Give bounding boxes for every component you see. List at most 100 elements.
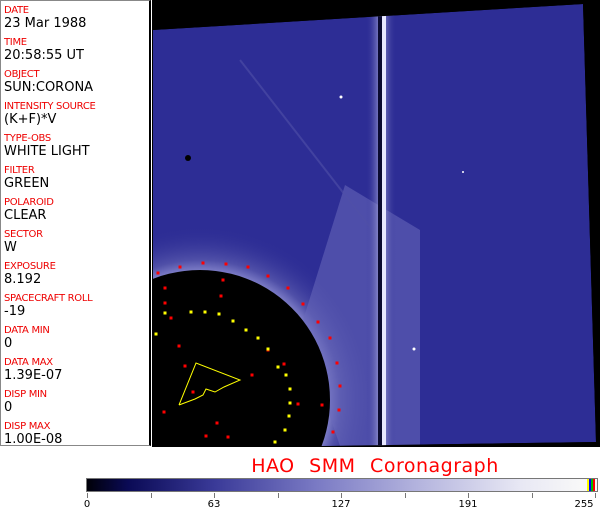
red-marker [169, 316, 173, 320]
colorbar-tick-label: 0 [83, 499, 91, 510]
yellow-outline [178, 362, 242, 406]
yellow-marker [203, 310, 207, 314]
field-label: DISP MIN [4, 389, 47, 400]
red-marker [221, 278, 225, 282]
red-marker [204, 434, 208, 438]
colorbar-tick [150, 493, 152, 498]
field-label: DATE [4, 5, 29, 16]
yellow-marker [163, 311, 167, 315]
header-field: TIME 20:58:55 UT [4, 37, 84, 63]
field-label: DATA MIN [4, 325, 50, 336]
header-field: POLAROID CLEAR [4, 197, 54, 223]
red-marker [331, 430, 335, 434]
header-field: DISP MAX 1.00E-08 [4, 421, 62, 447]
red-marker [335, 361, 339, 365]
red-marker [338, 384, 342, 388]
yellow-marker [276, 365, 280, 369]
field-value: SUN:CORONA [4, 80, 94, 95]
yellow-marker [284, 373, 288, 377]
star [462, 171, 464, 173]
colorbar-tick [404, 493, 406, 498]
header-field: FILTER GREEN [4, 165, 49, 191]
overlay-markers [154, 261, 342, 444]
red-marker [320, 403, 324, 407]
colorbar [86, 478, 598, 492]
red-marker [191, 390, 195, 394]
yellow-marker [266, 347, 270, 351]
field-value: 1.39E-07 [4, 368, 63, 383]
colorbar-end-segments [587, 479, 595, 491]
colorbar-tick [87, 493, 88, 498]
field-value: 1.00E-08 [4, 432, 63, 447]
field-value: (K+F)*V [4, 112, 57, 127]
red-marker [156, 271, 160, 275]
colorbar-tick-label: 127 [331, 499, 351, 510]
occulter-disk [153, 270, 330, 446]
header-info-panel: DATE 23 Mar 1988 TIME 20:58:55 UT OBJECT SUN:… [0, 0, 151, 447]
header-field: INTENSITY SOURCE (K+F)*V [4, 101, 96, 127]
field-label: INTENSITY SOURCE [4, 101, 96, 112]
colorbar-tick [468, 493, 469, 498]
field-label: FILTER [4, 165, 35, 176]
field-value: W [4, 240, 17, 255]
red-marker [250, 373, 254, 377]
field-label: DATA MAX [4, 357, 53, 368]
field-value: WHITE LIGHT [4, 144, 90, 159]
header-field: DISP MIN 0 [4, 389, 47, 415]
yellow-marker [189, 310, 193, 314]
colorbar-tick [531, 493, 533, 498]
colorbar-tick-label: 191 [458, 499, 478, 510]
instrument-title: HAO SMM Coronagraph [251, 455, 499, 477]
header-field: SECTOR W [4, 229, 43, 255]
field-value: CLEAR [4, 208, 47, 223]
red-marker [201, 261, 205, 265]
red-marker [183, 364, 187, 368]
field-label: EXPOSURE [4, 261, 56, 272]
colorbar-tick [595, 493, 596, 498]
field-value: -19 [4, 304, 26, 319]
yellow-marker [256, 336, 260, 340]
pylon-bright-line [382, 4, 386, 446]
field-label: OBJECT [4, 69, 40, 80]
colorbar-end-segment [591, 479, 593, 491]
star [412, 347, 416, 351]
yellow-marker [231, 319, 235, 323]
red-marker [337, 408, 341, 412]
field-label: DISP MAX [4, 421, 51, 432]
colorbar-tick [277, 493, 279, 498]
red-marker [162, 410, 166, 414]
header-field: DATA MIN 0 [4, 325, 50, 351]
colorbar-end-segment [587, 479, 589, 491]
field-value: 0 [4, 336, 13, 351]
colorbar-end-segment [593, 479, 595, 491]
yellow-marker [283, 428, 287, 432]
field-label: TIME [4, 37, 27, 48]
yellow-marker [154, 332, 158, 336]
dust-spot [185, 155, 191, 161]
yellow-marker [217, 312, 221, 316]
coronagraph-image [152, 0, 600, 447]
yellow-marker [288, 387, 292, 391]
field-label: POLAROID [4, 197, 54, 208]
red-marker [178, 265, 182, 269]
pylon-dark-line [378, 4, 382, 446]
header-field: OBJECT SUN:CORONA [4, 69, 93, 95]
header-field: TYPE-OBS WHITE LIGHT [4, 133, 90, 159]
red-marker [286, 286, 290, 290]
red-marker [301, 302, 305, 306]
red-marker [224, 262, 228, 266]
yellow-marker [273, 440, 277, 444]
red-marker [328, 336, 332, 340]
colorbar-tick-label: 63 [207, 499, 221, 510]
red-marker [296, 402, 300, 406]
red-marker [163, 301, 167, 305]
red-marker [246, 265, 250, 269]
red-marker [282, 362, 286, 366]
red-marker [219, 294, 223, 298]
red-marker [226, 435, 230, 439]
field-value: 0 [4, 400, 13, 415]
red-marker [316, 320, 320, 324]
header-field: SPACECRAFT ROLL -19 [4, 293, 93, 319]
field-value: 23 Mar 1988 [4, 16, 87, 31]
colorbar-tick [214, 493, 215, 498]
